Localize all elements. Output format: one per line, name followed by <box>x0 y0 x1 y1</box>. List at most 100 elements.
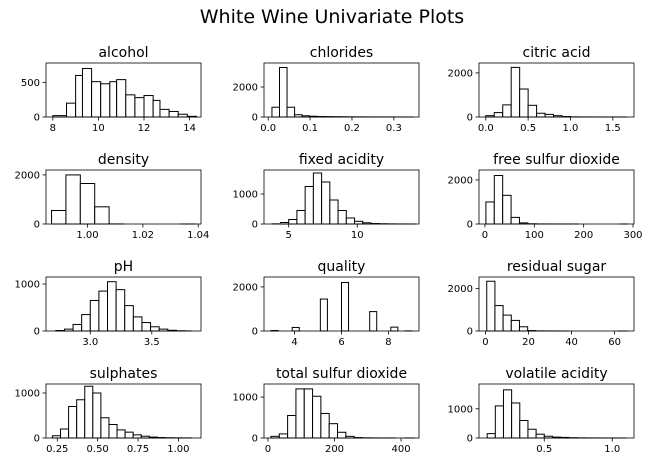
axes-frame <box>263 169 420 225</box>
bar <box>485 201 495 225</box>
x-tick-label: 0.2 <box>344 123 360 134</box>
bar <box>502 389 513 439</box>
bar <box>124 305 134 332</box>
bar <box>312 395 322 439</box>
bar <box>390 326 399 332</box>
x-tick-label: 8 <box>385 337 391 348</box>
y-tick-label: 0 <box>34 434 40 445</box>
bar <box>75 74 83 118</box>
bar <box>124 431 134 439</box>
bar <box>116 429 126 439</box>
panel-title: chlorides <box>310 45 373 61</box>
bar <box>288 219 298 225</box>
figure-title: White Wine Univariate Plots <box>199 6 465 28</box>
y-tick-label: 0 <box>34 113 40 124</box>
x-tick-label: 200 <box>325 444 344 455</box>
axes-frame <box>263 383 420 439</box>
y-tick-label: 500 <box>21 78 40 89</box>
y-tick-label: 0 <box>252 113 258 124</box>
bar <box>94 206 110 225</box>
y-tick-label: 1000 <box>15 280 40 291</box>
panel-title: citric acid <box>523 45 591 61</box>
histogram-sulphates: sulphates 0.25 0.50 0.75 1.00 0 1000 <box>15 366 202 455</box>
histogram-ph: pH 3.0 3.5 0 1000 <box>15 259 202 348</box>
bar <box>286 106 296 118</box>
y-tick-label: 1000 <box>448 404 473 415</box>
axes-frame <box>45 276 202 332</box>
x-tick-label: 1.00 <box>76 230 98 241</box>
y-tick-label: 0 <box>467 434 473 445</box>
bar <box>278 433 289 439</box>
x-tick-label: 0 <box>482 337 488 348</box>
bar <box>65 174 81 225</box>
bar <box>271 106 280 118</box>
histogram-alcohol: alcohol 8 10 12 14 0 500 <box>21 45 202 134</box>
bar <box>303 388 314 439</box>
x-tick-label: 1.00 <box>167 444 189 455</box>
histogram-chlorides: chlorides 0.0 0.1 0.2 0.3 0 2000 <box>233 45 420 134</box>
y-tick-label: 0 <box>34 327 40 338</box>
bar <box>100 417 110 439</box>
x-tick-label: 8 <box>50 123 56 134</box>
bar <box>527 104 538 118</box>
bar <box>79 183 96 225</box>
bar <box>287 415 297 439</box>
x-tick-label: 1.0 <box>604 444 620 455</box>
bar <box>328 423 339 439</box>
bar <box>116 79 127 118</box>
x-tick-label: 400 <box>391 444 410 455</box>
bar <box>91 81 102 118</box>
x-tick-label: 0.25 <box>46 444 68 455</box>
bar <box>304 186 314 225</box>
axes-frame <box>478 383 635 439</box>
bar <box>510 216 520 225</box>
x-tick-label: 300 <box>623 230 642 241</box>
bar <box>535 433 545 439</box>
histogram-free-sulfur-dioxide: free sulfur dioxide 0 100 200 300 0 2000 <box>448 152 643 241</box>
axes-frame <box>478 169 635 225</box>
x-tick-label: 1.04 <box>187 230 209 241</box>
axes-frame <box>478 276 635 332</box>
x-tick-label: 0.5 <box>520 123 536 134</box>
x-tick-label: 3.0 <box>82 337 98 348</box>
bar <box>494 405 504 439</box>
x-tick-label: 1.02 <box>132 230 154 241</box>
histogram-volatile-acidity: volatile acidity 0.5 1.0 0 1000 <box>448 366 635 455</box>
x-tick-label: 200 <box>574 230 593 241</box>
bar <box>60 428 70 439</box>
bar <box>486 433 496 439</box>
x-tick-label: 10 <box>351 230 364 241</box>
bar <box>107 281 117 332</box>
bar <box>502 104 512 118</box>
histogram-citric-acid: citric acid 0.0 0.5 1.0 1.5 0 2000 <box>448 45 635 134</box>
bar <box>92 392 102 439</box>
bar <box>369 311 378 332</box>
x-tick-label: 4 <box>291 337 297 348</box>
panel-title: volatile acidity <box>505 366 607 382</box>
bar <box>527 428 537 439</box>
bar <box>51 210 67 225</box>
panel-title: quality <box>318 259 366 275</box>
bar <box>502 314 512 332</box>
y-tick-label: 2000 <box>448 68 473 79</box>
bar <box>125 94 136 118</box>
panel-title: residual sugar <box>507 259 607 275</box>
y-tick-label: 0 <box>252 327 258 338</box>
x-tick-label: 0.3 <box>386 123 402 134</box>
x-tick-label: 60 <box>608 337 621 348</box>
bar <box>134 97 145 118</box>
bar <box>98 290 109 332</box>
bar <box>341 282 350 332</box>
bar <box>141 322 152 332</box>
bar <box>291 326 300 332</box>
x-tick-label: 0 <box>265 444 271 455</box>
x-tick-label: 0.75 <box>127 444 149 455</box>
x-tick-label: 14 <box>183 123 196 134</box>
y-tick-label: 1000 <box>233 393 258 404</box>
bar <box>150 326 160 332</box>
bar <box>486 280 496 332</box>
bar <box>320 412 330 439</box>
x-tick-label: 100 <box>525 230 544 241</box>
bar <box>132 434 142 439</box>
y-tick-label: 0 <box>467 113 473 124</box>
